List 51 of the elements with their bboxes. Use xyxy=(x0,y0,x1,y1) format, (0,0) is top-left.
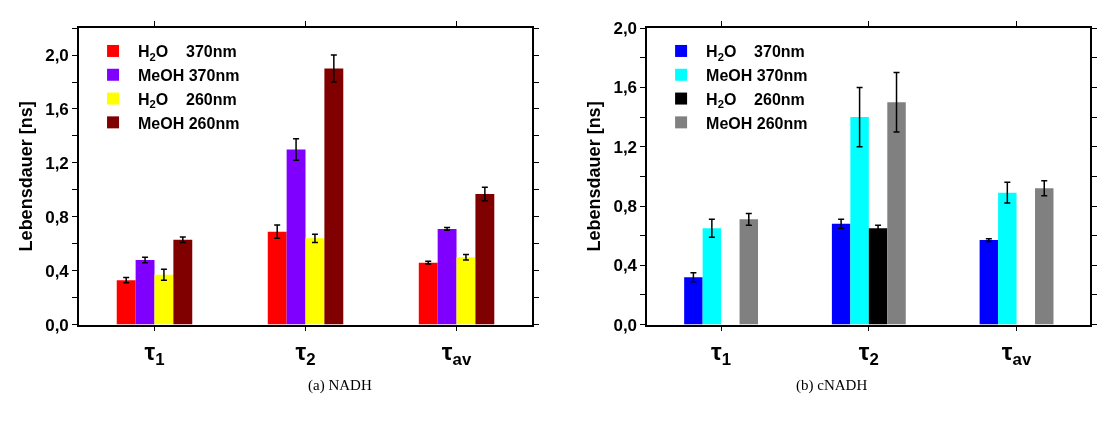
bar xyxy=(475,193,495,325)
legend-label: MeOH 260nm xyxy=(706,114,808,132)
bar xyxy=(979,240,999,325)
text: (b) cNADH xyxy=(796,377,868,394)
legend-label: MeOH 260nm xyxy=(138,114,240,132)
bar xyxy=(135,259,155,325)
bar xyxy=(116,280,136,325)
bar xyxy=(286,149,306,325)
bar xyxy=(1035,188,1054,325)
y-axis-title: Lebensdauer [ns] xyxy=(15,101,36,252)
y-tick-label: 0,8 xyxy=(45,207,69,227)
bar xyxy=(154,274,174,325)
legend-label: MeOH 370nm xyxy=(138,67,240,84)
y-tick-label: 1,2 xyxy=(45,153,69,173)
bar xyxy=(305,238,325,325)
bar xyxy=(739,219,759,325)
y-tick-label: 2,0 xyxy=(613,19,638,39)
y-tick-label: 1,2 xyxy=(613,137,638,157)
bar xyxy=(850,117,869,325)
x-tick-label: τ$_{2}$ xyxy=(858,338,879,370)
bar xyxy=(684,277,703,325)
y-tick-label: 0,0 xyxy=(45,315,69,335)
y-tick-label: 1,6 xyxy=(613,78,638,98)
x-tick-label: τ$_{2}$ xyxy=(295,338,316,370)
bar xyxy=(702,228,722,325)
bar xyxy=(831,223,851,325)
y-tick-label: 0,8 xyxy=(613,196,638,216)
y-axis-title: Lebensdauer [ns] xyxy=(584,101,605,252)
bar xyxy=(437,228,457,325)
bar xyxy=(173,239,193,325)
y-tick-label: 2,0 xyxy=(45,46,69,66)
legend-label: MeOH 370nm xyxy=(706,67,808,84)
x-tick-label: τ$_{1}$ xyxy=(144,338,165,370)
y-tick-label: 1,6 xyxy=(45,99,69,119)
legend-label: H$_{2}$O 260nm xyxy=(138,90,237,111)
legend-label: H$_{2}$O 370nm xyxy=(138,43,237,63)
bar xyxy=(418,262,438,325)
x-tick-label: τ$_{1}$ xyxy=(711,338,732,370)
bar xyxy=(456,257,476,325)
y-tick-label: 0,4 xyxy=(45,261,70,281)
text: (a) NADH xyxy=(308,377,372,394)
legend-label: H$_{2}$O 370nm xyxy=(706,43,805,63)
bar xyxy=(267,231,287,325)
bar xyxy=(998,192,1017,325)
bar xyxy=(887,102,906,325)
legend-label: H$_{2}$O 260nm xyxy=(706,90,805,111)
x-tick-label: τ$_{av}$ xyxy=(441,338,472,370)
y-tick-label: 0,0 xyxy=(613,315,638,335)
bar xyxy=(324,68,344,325)
x-tick-label: τ$_{av}$ xyxy=(1001,338,1032,370)
y-tick-label: 0,4 xyxy=(613,256,638,276)
